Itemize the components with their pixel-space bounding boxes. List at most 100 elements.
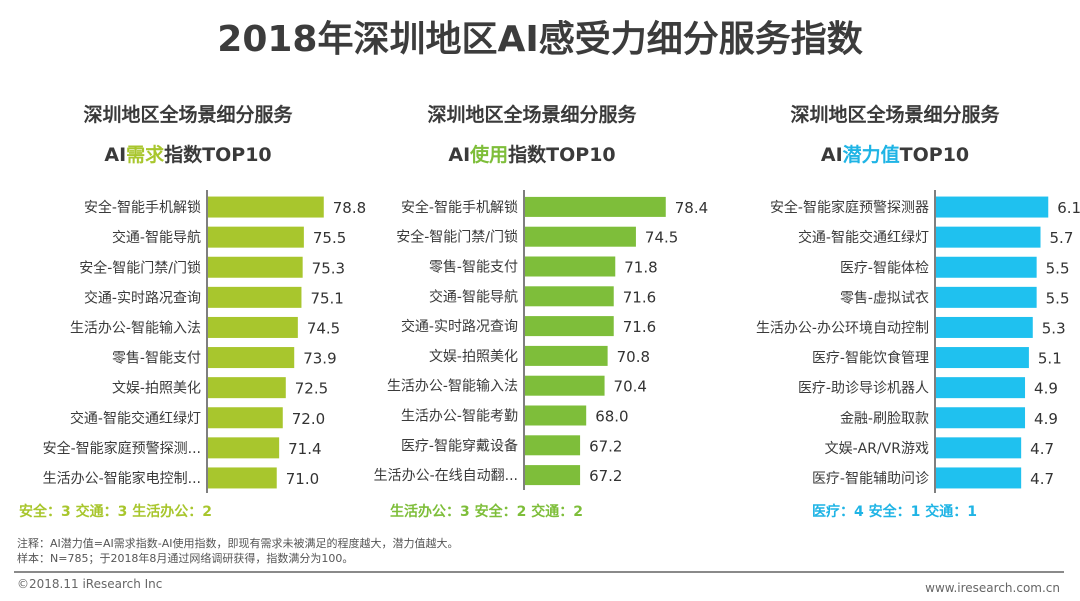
value-label: 78.8 [333, 199, 366, 217]
website-url: www.iresearch.com.cn [925, 581, 1060, 595]
value-label: 75.5 [313, 229, 346, 247]
value-label: 71.4 [288, 440, 321, 458]
category-label: 交通-智能导航 [112, 229, 201, 246]
value-label: 4.9 [1034, 410, 1058, 428]
bar [936, 196, 1049, 218]
chart-demand: 安全-智能手机解锁 78.8 交通-智能导航 75.5 安全-智能门禁/门锁 75.3 交通… [43, 190, 366, 493]
category-label: 生活办公-办公环境自动控制 [756, 320, 929, 336]
category-label: 医疗-智能辅助问诊 [812, 471, 929, 487]
category-label: 文娱-拍照美化 [112, 381, 201, 397]
bar [525, 286, 614, 307]
category-label: 生活办公-智能输入法 [387, 379, 518, 395]
bar [936, 467, 1022, 489]
category-label: 安全-智能门禁/门锁 [396, 229, 518, 246]
category-label: 安全-智能门禁/门锁 [79, 259, 201, 276]
panel-title-prefix: AI [820, 144, 843, 166]
value-label: 5.7 [1050, 229, 1074, 247]
bar [936, 256, 1037, 278]
bar [208, 437, 280, 459]
panel-title-line2: AI需求指数TOP10 [8, 140, 368, 167]
value-label: 78.4 [675, 199, 708, 217]
category-label: 文娱-AR/VR游戏 [825, 441, 929, 457]
bar [525, 226, 636, 247]
value-label: 5.3 [1042, 319, 1066, 337]
value-label: 5.5 [1046, 259, 1070, 277]
value-label: 75.1 [310, 289, 343, 307]
panel-title-line1: 深圳地区全场景细分服务 [790, 104, 1000, 126]
category-label: 生活办公-智能家电控制... [43, 470, 201, 487]
panel-demand: 深圳地区全场景细分服务 AI需求指数TOP10 安全-智能手机解锁 78.8 交通-… [0, 0, 366, 530]
bar [208, 377, 286, 399]
bar [525, 405, 587, 426]
category-label: 金融-刷脸取款 [840, 411, 929, 427]
value-label: 70.8 [617, 348, 650, 366]
category-label: 零售-虚拟试衣 [840, 290, 929, 306]
value-label: 68.0 [595, 408, 628, 426]
bar [208, 467, 277, 489]
value-label: 5.1 [1038, 350, 1062, 368]
value-label: 73.9 [303, 350, 336, 368]
bar [936, 437, 1022, 459]
category-label: 安全-智能手机解锁 [401, 199, 518, 216]
category-label: 医疗-智能体检 [840, 260, 929, 276]
value-label: 74.5 [307, 319, 340, 337]
copyright: ©2018.11 iResearch Inc [17, 577, 163, 591]
bar [208, 286, 302, 308]
value-label: 5.5 [1046, 289, 1070, 307]
value-label: 74.5 [645, 229, 678, 247]
bar [208, 407, 283, 429]
category-label: 安全-智能家庭预警探测... [43, 440, 201, 457]
bar [208, 316, 298, 338]
value-label: 71.8 [624, 259, 657, 277]
value-label: 4.7 [1030, 440, 1054, 458]
panel-title-line2: AI使用指数TOP10 [352, 140, 712, 167]
chart-potential: 安全-智能家庭预警探测器 6.1 交通-智能交通红绿灯 5.7 医疗-智能体检 5.5 零售… [756, 190, 1080, 493]
value-label: 4.9 [1034, 380, 1058, 398]
category-summary: 医疗：4 安全：1 交通：1 [812, 504, 977, 520]
category-label: 安全-智能手机解锁 [84, 199, 201, 216]
bar [936, 347, 1029, 369]
panel-title-suffix: 指数TOP10 [164, 144, 272, 166]
footer-divider [14, 571, 1064, 573]
bar [525, 375, 605, 396]
bar [525, 316, 614, 337]
bar [525, 196, 666, 217]
category-label: 交通-实时路况查询 [84, 289, 201, 306]
bar [936, 226, 1041, 248]
category-label: 医疗-智能穿戴设备 [401, 437, 518, 454]
category-label: 交通-智能导航 [429, 288, 518, 305]
bar [208, 226, 304, 248]
bar [208, 256, 303, 278]
value-label: 72.5 [295, 380, 328, 398]
category-label: 文娱-拍照美化 [429, 349, 518, 365]
value-label: 71.0 [286, 470, 319, 488]
value-label: 4.7 [1030, 470, 1054, 488]
note-definition: 注释：AI潜力值=AI需求指数-AI使用指数，即现有需求未被满足的程度越大，潜力… [17, 537, 459, 550]
category-label: 零售-智能支付 [429, 260, 518, 276]
panel-title-prefix: AI [104, 144, 127, 166]
value-label: 67.2 [589, 437, 622, 455]
bar [208, 196, 324, 218]
panel-title-highlight: 使用 [470, 144, 509, 166]
bar [525, 435, 581, 456]
category-label: 生活办公-智能输入法 [70, 320, 201, 336]
value-label: 71.6 [623, 318, 656, 336]
panel-title-suffix: 指数TOP10 [508, 144, 616, 166]
value-label: 71.6 [623, 288, 656, 306]
bar [936, 316, 1033, 338]
panel-title-prefix: AI [448, 144, 471, 166]
panel-title-line1: 深圳地区全场景细分服务 [427, 104, 637, 126]
panel-title-suffix: TOP10 [899, 144, 970, 166]
note-sample: 样本：N=785；于2018年8月通过网络调研获得，指数满分为100。 [17, 552, 354, 565]
bar [525, 465, 581, 486]
category-label: 医疗-智能饮食管理 [812, 350, 929, 367]
category-label: 交通-智能交通红绿灯 [798, 229, 929, 246]
value-label: 72.0 [292, 410, 325, 428]
category-label: 生活办公-在线自动翻... [374, 468, 518, 484]
category-summary: 生活办公：3 安全：2 交通：2 [390, 504, 583, 520]
panel-title-highlight: 需求 [126, 144, 165, 166]
panel-potential: 深圳地区全场景细分服务 AI潜力值TOP10 安全-智能家庭预警探测器 6.1 交通… [720, 0, 1080, 530]
panel-title-line2: AI潜力值TOP10 [715, 140, 1075, 167]
value-label: 70.4 [614, 378, 647, 396]
category-label: 安全-智能家庭预警探测器 [770, 199, 929, 216]
